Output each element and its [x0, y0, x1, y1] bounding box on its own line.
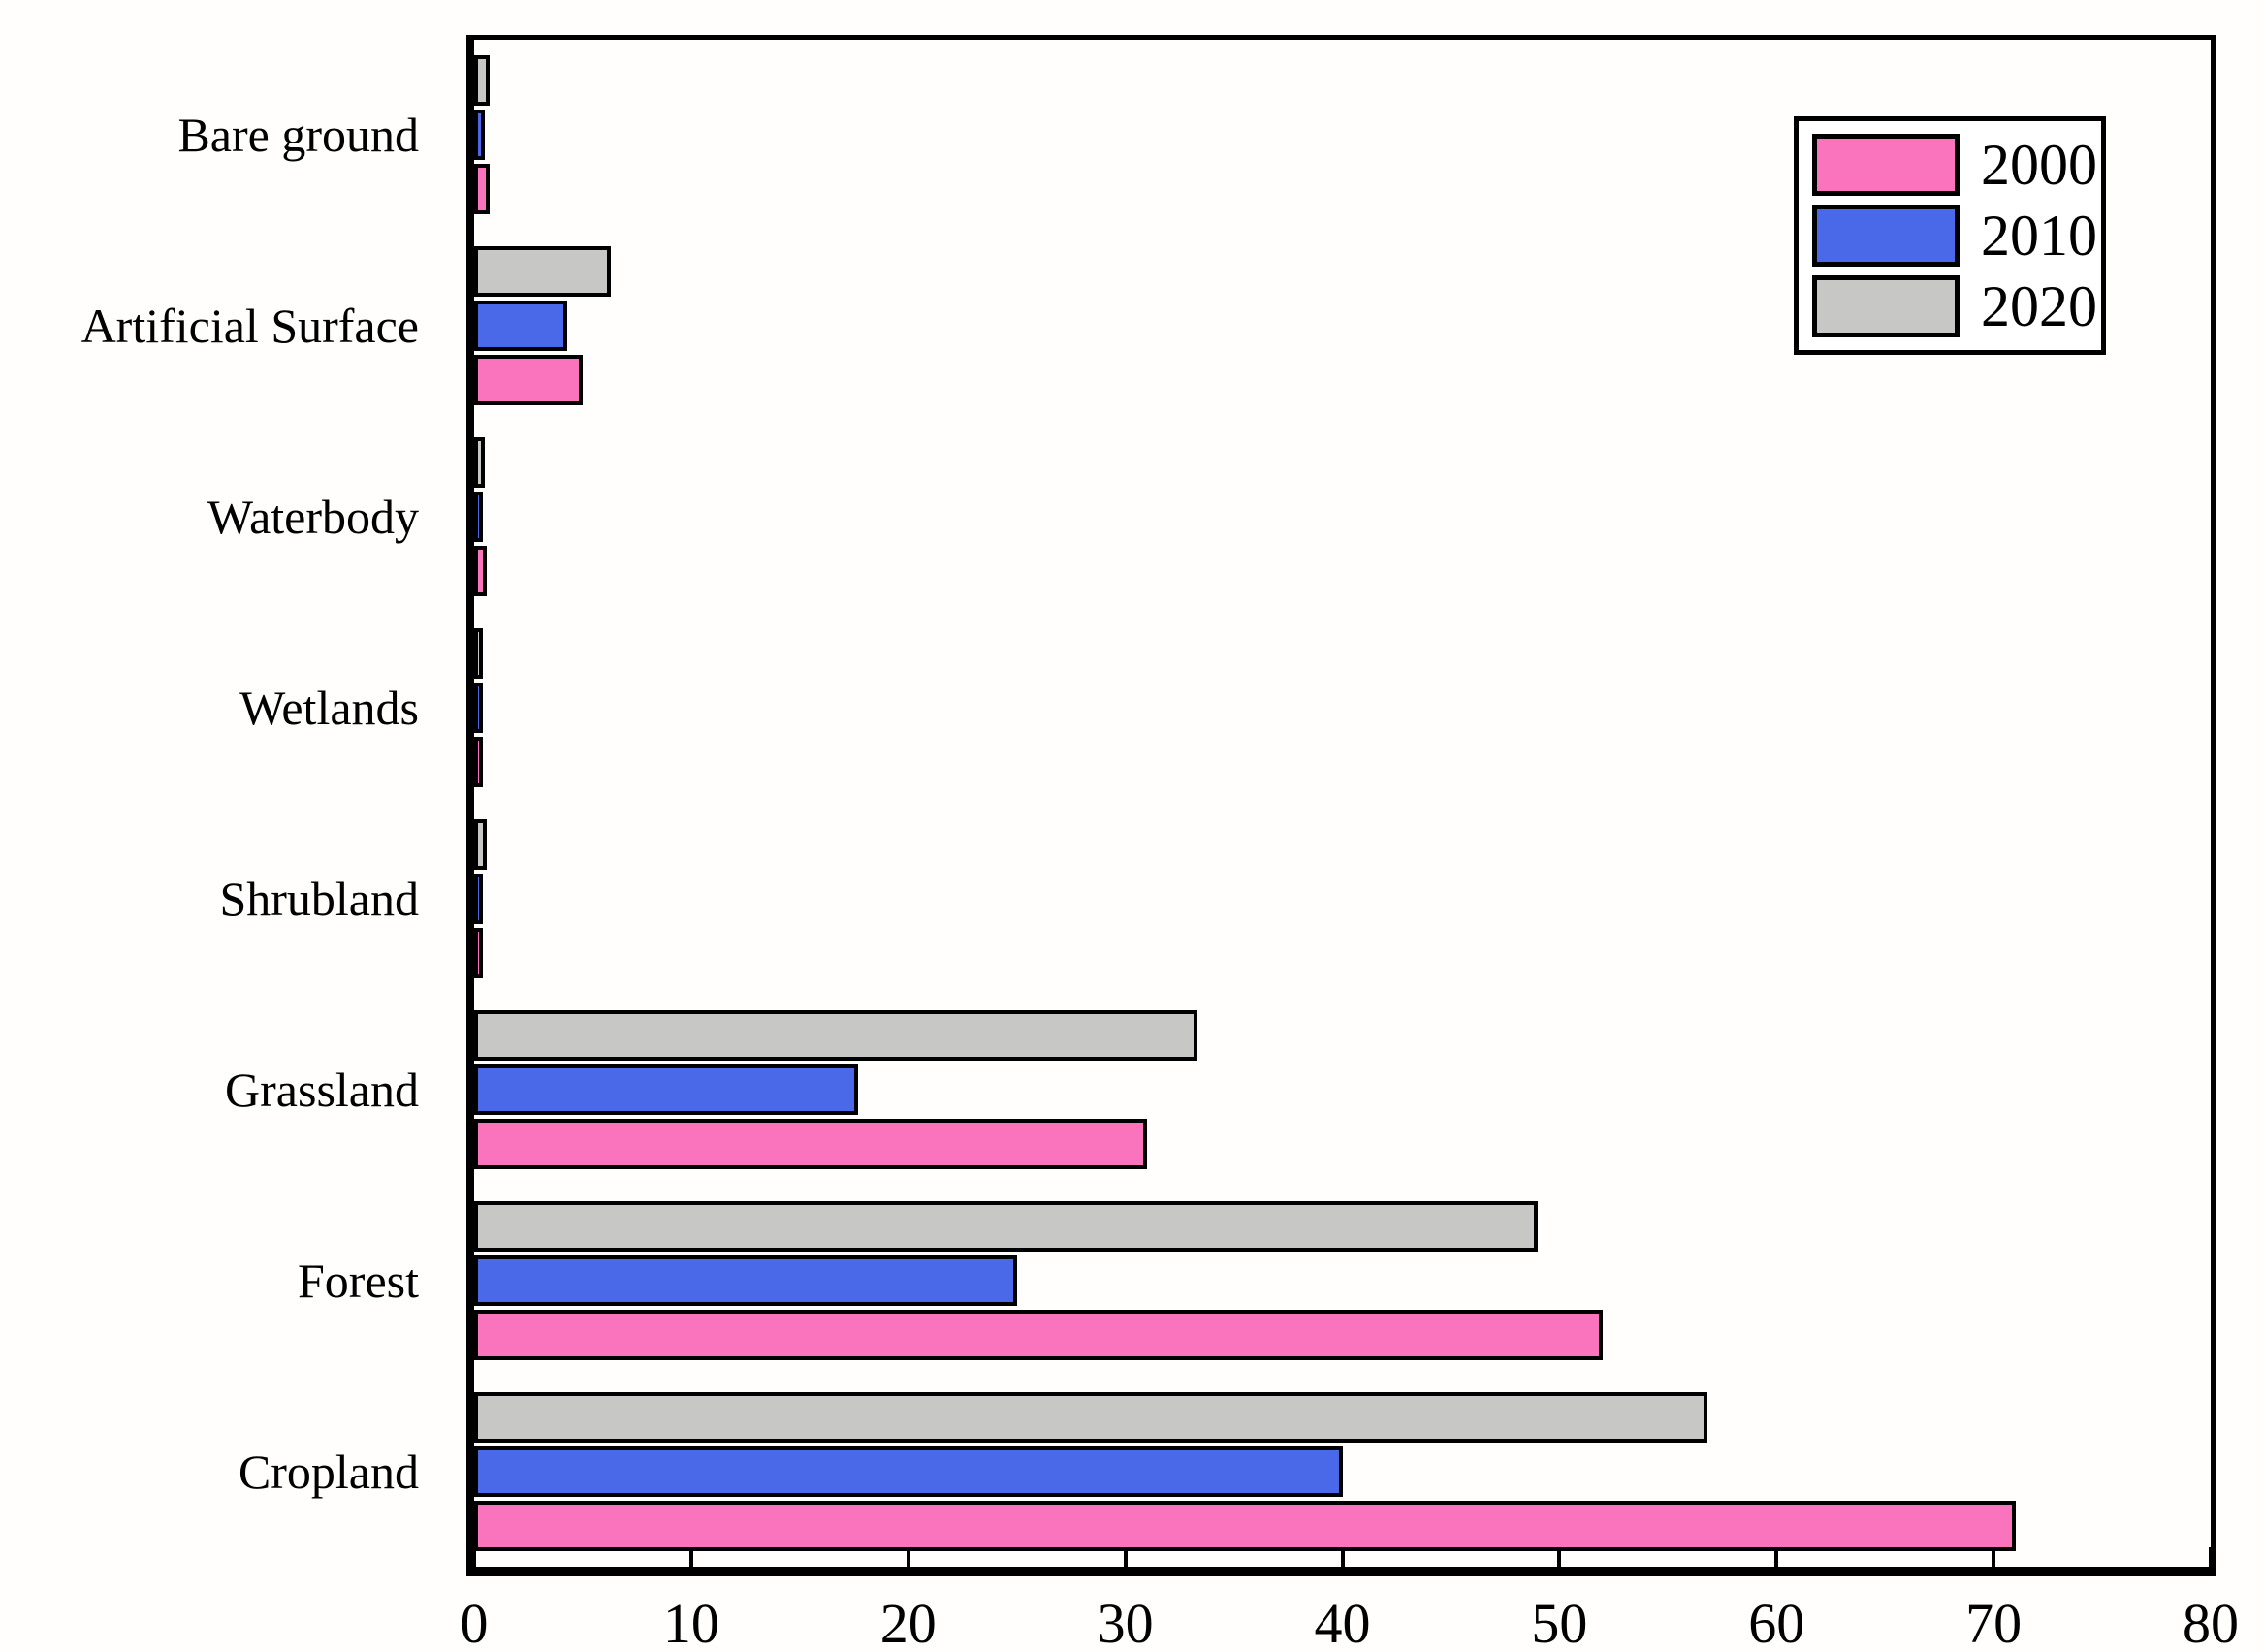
bar-2010-waterbody: [474, 492, 483, 543]
bar-2020-wetlands: [474, 628, 483, 680]
x-axis-tick-label-70: 70: [1965, 1592, 2023, 1652]
x-axis-tick-80: [2209, 1547, 2213, 1567]
x-axis-tick-60: [1774, 1547, 1779, 1567]
category-label-cropland: Cropland: [238, 1444, 419, 1499]
legend-entry-2010: 2010: [1812, 205, 2097, 267]
bar-2010-wetlands: [474, 683, 483, 734]
bar-2010-shrubland: [474, 873, 483, 924]
legend-entry-2020: 2020: [1812, 275, 2097, 337]
x-axis-tick-40: [1340, 1547, 1345, 1567]
bar-2010-cropland: [474, 1446, 1343, 1497]
legend-swatch-2000: [1812, 134, 1960, 196]
x-axis-tick-label-80: 80: [2183, 1592, 2239, 1652]
x-axis-tick-label-40: 40: [1314, 1592, 1371, 1652]
x-axis-tick-0: [472, 1547, 476, 1567]
category-label-bare-ground: Bare ground: [177, 108, 419, 163]
bar-2020-waterbody: [474, 437, 486, 489]
bar-2020-artificial-surface: [474, 246, 611, 298]
plot-area: [466, 35, 2216, 1576]
legend-swatch-2020: [1812, 275, 1960, 337]
legend-label-2020: 2020: [1981, 274, 2097, 338]
bar-2020-cropland: [474, 1391, 1707, 1443]
bar-2010-grassland: [474, 1064, 859, 1115]
x-axis-tick-70: [1992, 1547, 1996, 1567]
x-axis-tick-30: [1123, 1547, 1128, 1567]
legend-swatch-2010: [1812, 205, 1960, 267]
bar-2000-artificial-surface: [474, 355, 583, 406]
bar-2000-wetlands: [474, 737, 483, 788]
bar-2020-bare-ground: [474, 55, 490, 107]
x-axis-tick-label-20: 20: [879, 1592, 937, 1652]
bar-2020-forest: [474, 1200, 1538, 1252]
bar-2010-bare-ground: [474, 110, 486, 161]
bar-2000-cropland: [474, 1500, 2016, 1551]
x-axis-tick-50: [1557, 1547, 1562, 1567]
x-axis-tick-label-30: 30: [1097, 1592, 1154, 1652]
x-axis-tick-20: [906, 1547, 910, 1567]
legend-entry-2000: 2000: [1812, 134, 2097, 196]
legend-label-2000: 2000: [1981, 133, 2097, 197]
category-label-grassland: Grassland: [225, 1062, 419, 1117]
bar-2020-grassland: [474, 1009, 1197, 1061]
bar-2000-waterbody: [474, 546, 488, 597]
bar-2010-forest: [474, 1255, 1017, 1306]
category-label-waterbody: Waterbody: [207, 490, 419, 545]
category-label-forest: Forest: [298, 1253, 419, 1308]
x-axis-tick-label-10: 10: [662, 1592, 719, 1652]
x-axis-tick-10: [688, 1547, 693, 1567]
category-label-wetlands: Wetlands: [239, 681, 419, 736]
bar-2000-grassland: [474, 1118, 1147, 1169]
x-axis-tick-label-0: 0: [460, 1592, 489, 1652]
legend: 2000 2010 2020: [1794, 116, 2106, 355]
bar-2000-forest: [474, 1309, 1604, 1360]
x-axis-tick-label-50: 50: [1531, 1592, 1588, 1652]
bar-2020-shrubland: [474, 818, 488, 870]
category-label-shrubland: Shrubland: [219, 871, 419, 926]
bar-2010-artificial-surface: [474, 301, 568, 352]
category-label-artificial-surface: Artificial Surface: [80, 299, 419, 354]
bar-2000-bare-ground: [474, 164, 490, 215]
bar-2000-shrubland: [474, 927, 483, 978]
legend-label-2010: 2010: [1981, 204, 2097, 268]
x-axis-tick-label-60: 60: [1748, 1592, 1805, 1652]
